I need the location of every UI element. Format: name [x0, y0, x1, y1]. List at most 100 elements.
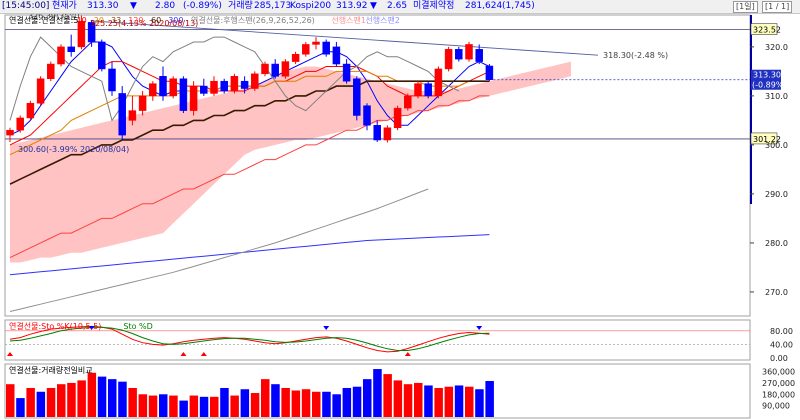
volume-bar — [240, 389, 250, 417]
volume-bar — [352, 386, 362, 417]
candle-body — [414, 83, 422, 97]
candle-body — [6, 129, 14, 136]
candle-body — [312, 41, 320, 45]
volume-tick-label: 270,000 — [762, 379, 795, 388]
price-legend-item-2: 20 — [94, 16, 104, 25]
stochastic-tick-label: 80.00 — [770, 327, 793, 336]
stochastic-legend-item-1: Sto %D — [123, 322, 152, 331]
volume-bar — [383, 374, 392, 417]
volume-bar — [444, 386, 454, 417]
candle-body — [169, 78, 177, 97]
price-tick-label: 270.0 — [765, 288, 788, 297]
price-legend-item-8: 선행스팬1 — [331, 15, 366, 25]
low-annotation: 300.60(-3.99% 2020/08/04) — [18, 145, 129, 154]
volume-bar — [230, 395, 239, 417]
page-button[interactable]: [1 / 1] — [762, 1, 793, 13]
volume-bar — [36, 391, 46, 417]
volume-bar — [373, 369, 382, 417]
volume-bar — [301, 389, 311, 417]
candle-body — [67, 46, 75, 53]
volume-bar — [424, 385, 433, 417]
stochastic-buy-marker — [180, 352, 187, 356]
volume-bar — [46, 387, 56, 417]
chart-canvas[interactable]: 323.52 301.22 270.0 280.0 290.0 300.0 310.0 32… — [0, 14, 800, 420]
candle-body — [455, 49, 463, 60]
ma-line-7 — [9, 188, 429, 312]
volume-bar — [261, 379, 270, 417]
volume-bar — [118, 381, 127, 417]
candle-body — [179, 78, 188, 111]
candle-body — [200, 85, 208, 94]
candle-body — [16, 117, 24, 131]
volume-bar — [332, 394, 341, 417]
candle-body — [261, 63, 269, 75]
volume-bar — [87, 372, 97, 417]
volume-bar — [454, 385, 464, 417]
time-label: [15:45:00] — [2, 1, 50, 11]
volume-tick-label: 180,000 — [762, 390, 795, 399]
open-interest-value: 281,624 — [465, 1, 503, 11]
volume-legend-item: 연결선물:거래량전일비교 — [9, 365, 93, 375]
volume-bar — [465, 386, 474, 417]
candle-body — [189, 85, 198, 111]
ichimoku-cloud-area — [10, 61, 571, 263]
price-axis: 270.0 280.0 290.0 300.0 310.0 320.0 313.30(-0.… — [493, 43, 788, 297]
candle-body — [36, 78, 45, 104]
level-tag-label-1: 301.22 — [753, 135, 781, 144]
price-legend-item-7: 연결선물:후행스팬(26,9,26,52,26) — [191, 15, 315, 25]
candle-body — [465, 44, 473, 60]
volume-bar — [57, 384, 66, 417]
resistance-trendline — [91, 20, 599, 56]
candle-body — [332, 46, 341, 65]
kospi-value: 313.92 — [336, 1, 368, 11]
stochastic-tick-label: 0.00 — [770, 354, 788, 363]
candle-body — [138, 95, 147, 111]
candle-body — [77, 20, 86, 48]
price-annotations: 326.39(35일) 325.25(4.13% 2020/08/13) 300.6… — [18, 14, 668, 154]
level-tag-box-1 — [750, 132, 778, 145]
volume-bar — [26, 387, 35, 417]
stochastic-buy-marker — [200, 352, 207, 356]
volume-bar — [475, 389, 484, 417]
stochastic-panel-frame — [4, 319, 751, 361]
ma-line-3 — [9, 80, 490, 185]
candle-body — [57, 46, 65, 65]
candle-body — [210, 80, 218, 94]
candle-body — [363, 105, 371, 126]
candle-body — [302, 44, 310, 55]
trendline-annotation: 318.30(-2.48 %) — [603, 51, 668, 60]
candle-body — [26, 102, 35, 119]
candle-body — [240, 80, 249, 89]
candle-body — [159, 76, 167, 97]
level-tag-label-0: 323.52 — [753, 26, 781, 35]
price-legend-item-4: 120 — [128, 16, 143, 25]
volume-bar — [281, 387, 290, 417]
volume-bar — [403, 384, 413, 417]
volume-bar — [169, 395, 178, 417]
volume-bar — [363, 379, 372, 417]
ma-line-5 — [9, 234, 490, 276]
stochastic-sell-marker — [476, 326, 483, 330]
volume-bar — [6, 384, 15, 417]
volume-bar — [189, 395, 199, 417]
price-legend: 연결선물:연결선물:510 20 33 120 60 300 연결선물:후행스팬(26,9,… — [9, 15, 400, 25]
volume-tick-label: 90,000 — [762, 402, 790, 411]
candle-body — [149, 83, 157, 97]
stochastic-chart: 80.00 40.00 0.00 연결선물:Sto %K(10,5,5) Sto %D — [5, 321, 793, 363]
volume-bar — [312, 391, 321, 417]
volume-bar — [210, 396, 219, 417]
volume-bar — [138, 394, 148, 417]
price-legend-item-9: 선행스팬2 — [365, 15, 400, 25]
candle-body — [383, 127, 392, 141]
price-legend-item-1: 10 — [77, 16, 87, 25]
price-tick-label: 310.0 — [765, 92, 788, 101]
open-interest-label: 미결제약정 — [413, 1, 455, 11]
candle-body — [485, 65, 494, 80]
volume-bar — [77, 380, 86, 417]
period-button[interactable]: [1일] — [733, 1, 758, 13]
candle-body — [220, 80, 228, 92]
volume-tick-label: 360,000 — [762, 368, 795, 377]
price-legend-item-5: 60 — [151, 16, 161, 25]
volume-bar — [179, 400, 188, 417]
current-price: 313.30 — [87, 1, 119, 11]
